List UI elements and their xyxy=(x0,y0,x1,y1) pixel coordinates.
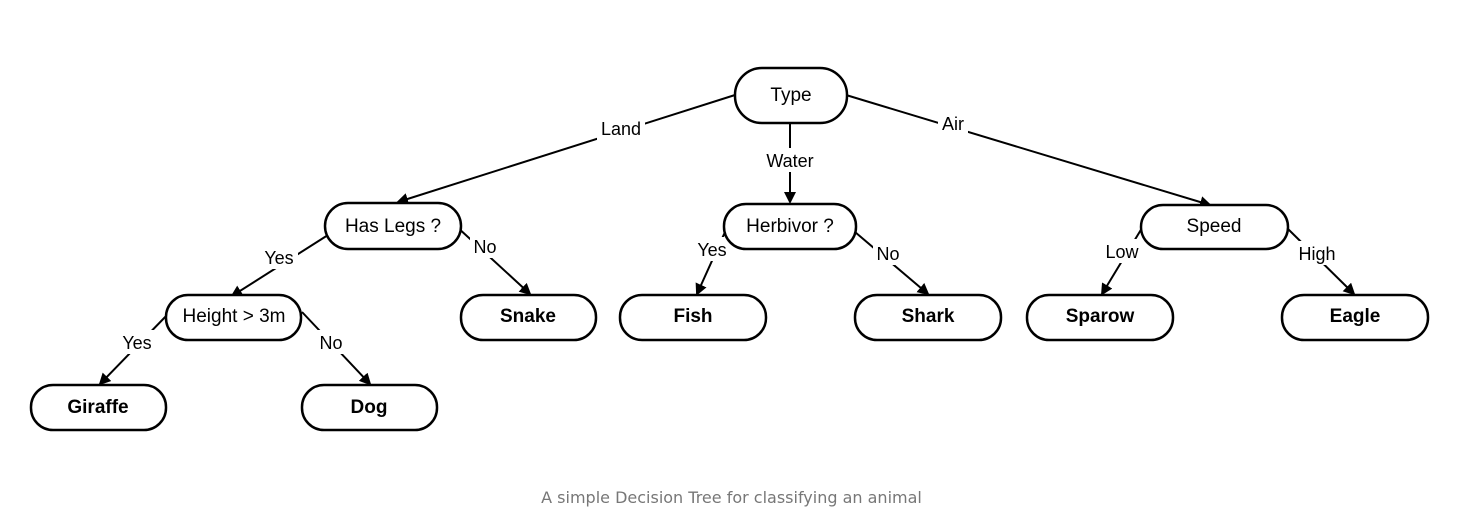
edge-label-legs-yes: Yes xyxy=(264,248,293,268)
svg-text:Snake: Snake xyxy=(500,306,556,327)
node-type: Type xyxy=(733,66,849,125)
svg-text:Dog: Dog xyxy=(351,397,388,418)
edge-type-air xyxy=(845,94,1212,208)
edge-label-legs-no: No xyxy=(473,237,496,257)
svg-text:Sparow: Sparow xyxy=(1066,306,1135,327)
edge-label-herb-yes: Yes xyxy=(697,240,726,260)
edge-label-air: Air xyxy=(942,114,964,134)
node-herbivor: Herbivor ? xyxy=(722,202,858,251)
edge-label-land: Land xyxy=(601,119,641,139)
node-height: Height > 3m xyxy=(164,293,303,342)
svg-text:Type: Type xyxy=(770,85,811,106)
edge-label-herb-no: No xyxy=(876,244,899,264)
figure-caption: A simple Decision Tree for classifying a… xyxy=(541,488,922,507)
svg-text:Herbivor ?: Herbivor ? xyxy=(746,216,834,237)
leaf-sparow: Sparow xyxy=(1025,293,1175,342)
leaf-giraffe: Giraffe xyxy=(29,383,168,432)
leaf-fish: Fish xyxy=(618,293,768,342)
node-has-legs: Has Legs ? xyxy=(323,201,463,251)
leaf-snake: Snake xyxy=(459,293,598,342)
svg-text:Fish: Fish xyxy=(673,306,712,327)
leaf-eagle: Eagle xyxy=(1280,293,1430,342)
leaf-shark: Shark xyxy=(853,293,1003,342)
edge-label-height-yes: Yes xyxy=(122,333,151,353)
edge-label-speed-low: Low xyxy=(1105,242,1139,262)
svg-text:Eagle: Eagle xyxy=(1330,306,1381,327)
svg-text:Height > 3m: Height > 3m xyxy=(183,306,286,327)
edge-legs-no xyxy=(455,225,532,296)
svg-text:Has Legs ?: Has Legs ? xyxy=(345,216,441,237)
svg-text:Shark: Shark xyxy=(902,306,955,327)
node-speed: Speed xyxy=(1139,203,1290,251)
svg-text:Giraffe: Giraffe xyxy=(67,397,128,418)
edge-label-water: Water xyxy=(766,151,813,171)
edge-type-land xyxy=(396,94,736,205)
decision-tree-diagram: Land Water Air Yes No Yes No Low High Ye… xyxy=(29,66,1430,432)
edge-label-speed-high: High xyxy=(1298,244,1335,264)
leaf-dog: Dog xyxy=(300,383,439,432)
svg-text:Speed: Speed xyxy=(1187,216,1242,237)
edge-label-height-no: No xyxy=(319,333,342,353)
